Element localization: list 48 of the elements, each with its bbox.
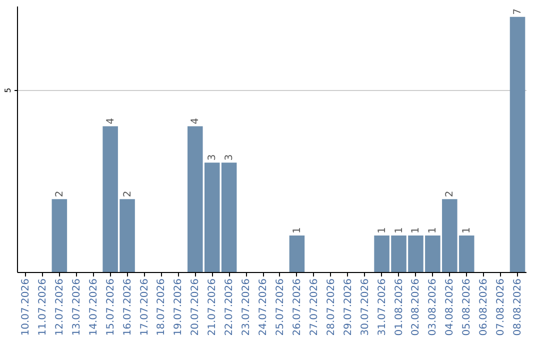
data-label: 2 [122, 190, 134, 198]
x-tick-label: 05.08.2026 [462, 278, 473, 336]
x-tick-label: 23.07.2026 [241, 278, 252, 336]
x-tick-label: 12.07.2026 [54, 278, 66, 336]
x-tick-label: 08.08.2026 [512, 278, 524, 336]
x-tick-label: 21.07.2026 [207, 278, 218, 336]
x-tick-label: 01.08.2026 [394, 278, 405, 336]
x-tick-label: 13.07.2026 [71, 278, 82, 336]
data-label: 1 [376, 227, 388, 234]
x-tick-label: 19.07.2026 [173, 278, 184, 336]
data-label: 1 [462, 227, 473, 234]
data-label: 2 [444, 190, 456, 198]
x-tick-label: 14.07.2026 [88, 278, 100, 336]
data-label: 7 [512, 8, 524, 15]
x-tick-label: 16.07.2026 [122, 278, 134, 336]
data-label: 4 [105, 118, 116, 124]
x-tick-label: 04.08.2026 [444, 278, 456, 336]
x-tick-label: 26.07.2026 [292, 278, 303, 336]
x-tick-label: 15.07.2026 [105, 278, 116, 336]
x-tick-label: 10.07.2026 [20, 278, 32, 336]
x-tick-label: 22.07.2026 [224, 278, 236, 336]
x-tick-label: 24.07.2026 [258, 278, 270, 336]
data-label: 1 [428, 227, 439, 234]
x-tick-label: 06.08.2026 [478, 278, 490, 336]
x-tick-label: 07.08.2026 [496, 278, 507, 336]
x-tick-label: 17.07.2026 [139, 278, 150, 336]
x-tick-label: 03.08.2026 [428, 278, 439, 336]
x-tick-label: 25.07.2026 [274, 278, 286, 336]
x-tick-label: 20.07.2026 [190, 278, 202, 336]
x-tick-label: 30.07.2026 [360, 278, 371, 336]
data-label: 3 [207, 154, 218, 161]
x-tick-label: 18.07.2026 [156, 278, 168, 336]
x-tick-label: 31.07.2026 [376, 278, 388, 336]
x-tick-label: 27.07.2026 [308, 278, 320, 336]
bar [510, 16, 526, 272]
x-tick-label: 29.07.2026 [342, 278, 354, 336]
data-label: 3 [224, 154, 236, 161]
data-label: 1 [292, 227, 303, 234]
x-tick-label: 28.07.2026 [326, 278, 337, 336]
data-label: 2 [54, 190, 66, 198]
x-tick-label: 02.08.2026 [410, 278, 422, 336]
data-label: 1 [410, 227, 422, 234]
x-tick-label: 11.07.2026 [37, 278, 48, 336]
bar [289, 236, 305, 272]
y-tick-label: 5 [4, 88, 12, 93]
bar [52, 199, 68, 272]
data-label: 4 [190, 118, 202, 124]
data-label: 1 [394, 227, 405, 234]
